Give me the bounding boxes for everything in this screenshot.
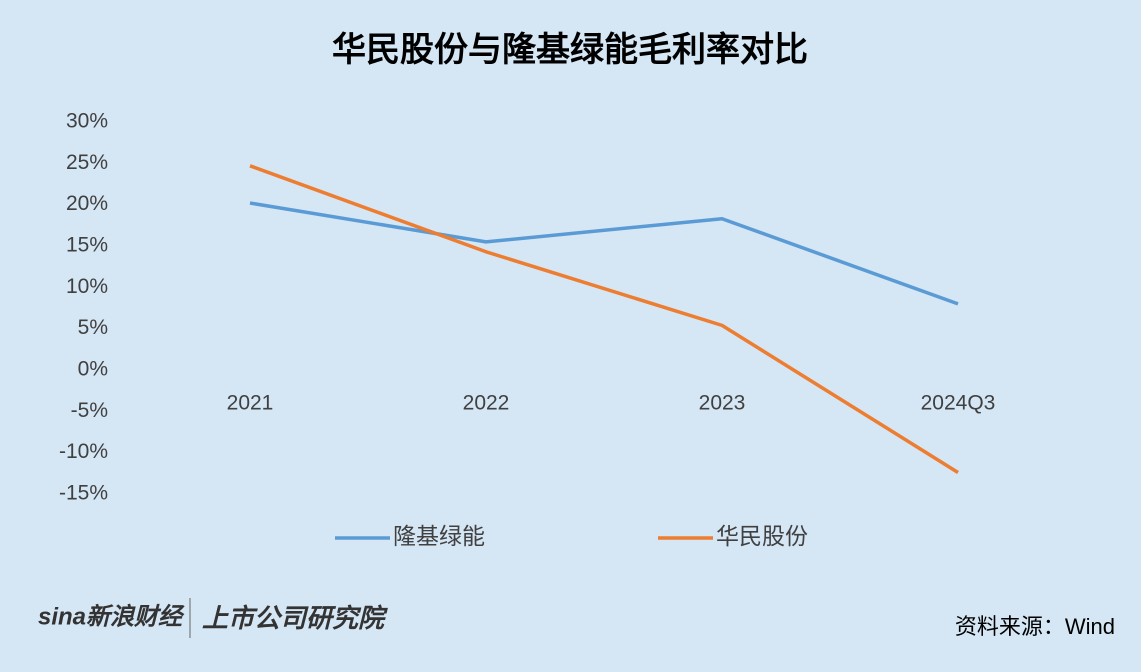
- chart-title: 华民股份与隆基绿能毛利率对比: [332, 31, 808, 69]
- y-tick-label: 5%: [78, 316, 108, 339]
- x-tick-label: 2021: [227, 392, 274, 415]
- line-series: [249, 201, 959, 306]
- line-series: [249, 164, 959, 474]
- y-tick-label: 10%: [66, 275, 108, 298]
- logo: sina新浪财经: [38, 603, 185, 630]
- y-tick-label: 0%: [78, 358, 108, 381]
- logo: 上市公司研究院: [202, 603, 388, 633]
- y-tick-label: -15%: [59, 482, 108, 505]
- legend-label: 华民股份: [716, 523, 808, 549]
- source-note: 资料来源：Wind: [955, 614, 1115, 639]
- y-tick-label: 15%: [66, 234, 108, 257]
- y-tick-label: 25%: [66, 151, 108, 174]
- y-tick-label: 30%: [66, 110, 108, 133]
- y-tick-label: 20%: [66, 192, 108, 215]
- x-tick-label: 2022: [463, 392, 510, 415]
- y-tick-label: -5%: [71, 399, 108, 422]
- x-tick-label: 2024Q3: [921, 392, 996, 415]
- legend-label: 隆基绿能: [393, 523, 485, 549]
- y-tick-label: -10%: [59, 440, 108, 463]
- x-tick-label: 2023: [699, 392, 746, 415]
